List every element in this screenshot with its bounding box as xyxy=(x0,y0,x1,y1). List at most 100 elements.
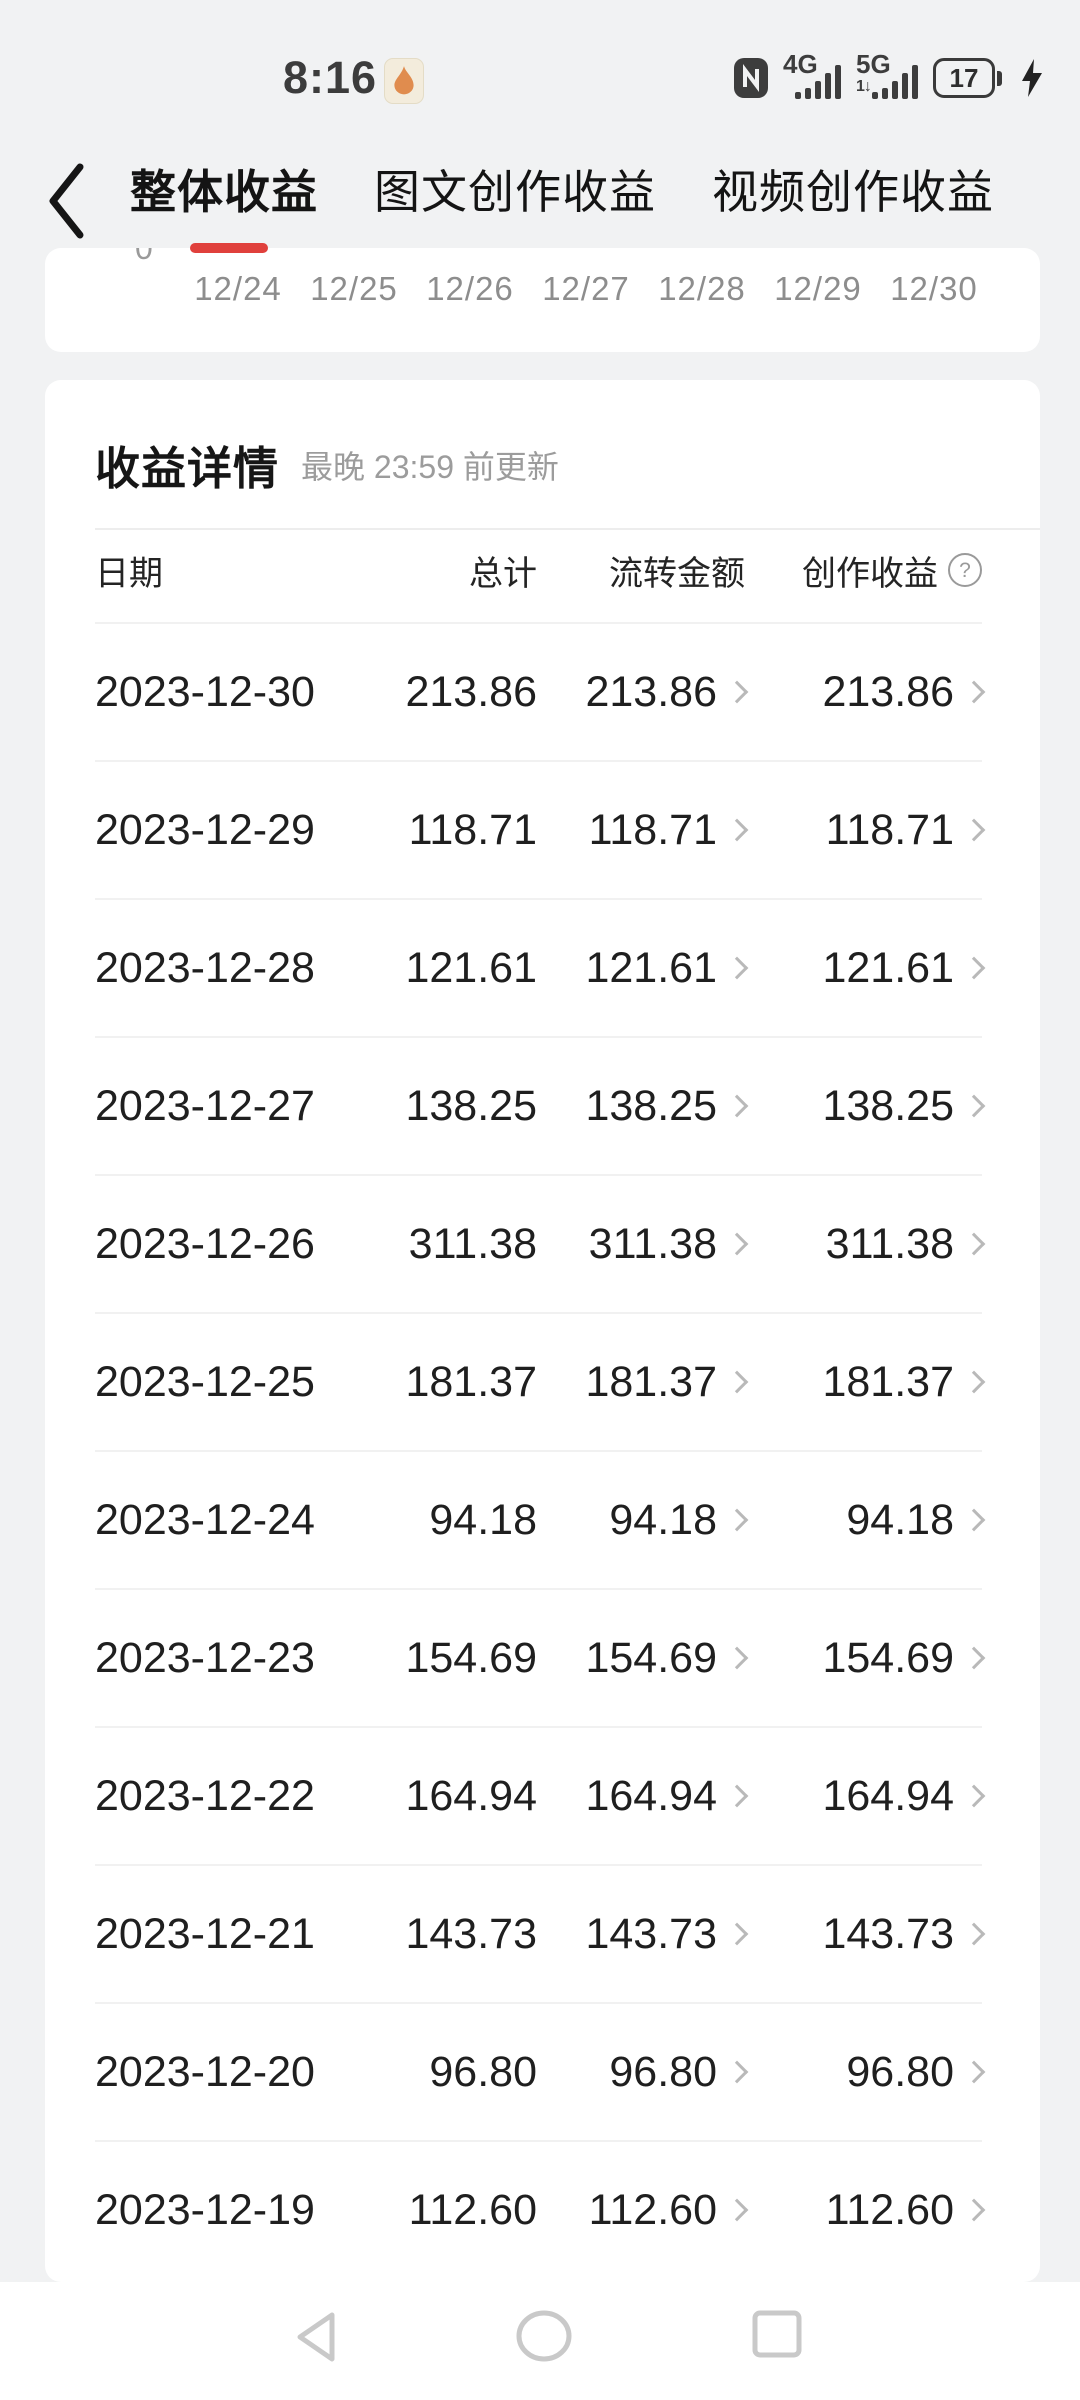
row-flow[interactable]: 143.73 xyxy=(537,1909,749,1959)
row-create[interactable]: 118.71 xyxy=(745,805,986,855)
row-total: 143.73 xyxy=(405,1909,537,1958)
chart-x-axis: 12/24 12/25 12/26 12/27 12/28 12/29 12/3… xyxy=(180,270,992,308)
table-row[interactable]: 2023-12-21 143.73 143.73 143.73 xyxy=(95,1864,986,2002)
table-row[interactable]: 2023-12-26 311.38 311.38 311.38 xyxy=(95,1174,986,1312)
table-row[interactable]: 2023-12-28 121.61 121.61 121.61 xyxy=(95,898,986,1036)
row-create[interactable]: 154.69 xyxy=(745,1633,986,1683)
chart-date-tick: 12/25 xyxy=(310,270,398,307)
back-icon[interactable] xyxy=(40,160,90,242)
col-total-header: 总计 xyxy=(469,554,537,593)
chevron-right-icon xyxy=(962,680,986,704)
row-date: 2023-12-24 xyxy=(95,1495,315,1544)
row-date: 2023-12-19 xyxy=(95,2185,315,2234)
row-flow[interactable]: 121.61 xyxy=(537,944,749,993)
row-create-value: 311.38 xyxy=(825,1219,954,1268)
clock: 8:16 xyxy=(283,52,378,103)
row-flow[interactable]: 154.69 xyxy=(537,1634,749,1683)
nav-recents-icon[interactable] xyxy=(751,2310,803,2358)
chart-card: 0 12/24 12/25 12/26 12/27 12/28 12/29 12… xyxy=(45,248,1040,352)
table-row[interactable]: 2023-12-24 94.18 94.18 94.18 xyxy=(95,1450,986,1588)
row-flow[interactable]: 112.60 xyxy=(537,2185,749,2235)
row-create-value: 121.61 xyxy=(822,943,954,992)
col-create-header: 创作收益 ? xyxy=(745,546,982,595)
table-row[interactable]: 2023-12-19 112.60 112.60 112.60 xyxy=(95,2140,986,2278)
tab-item[interactable]: 整体收益 xyxy=(130,166,318,218)
row-total: 154.69 xyxy=(405,1633,537,1682)
row-create-value: 94.18 xyxy=(846,1495,954,1544)
help-icon[interactable]: ? xyxy=(948,553,982,587)
row-date: 2023-12-28 xyxy=(95,943,315,992)
row-total: 112.60 xyxy=(408,2185,537,2234)
row-flow-value: 164.94 xyxy=(585,1771,717,1820)
tab-item[interactable]: 视频创作收益 xyxy=(712,166,994,218)
row-flow-value: 213.86 xyxy=(585,667,717,716)
table-row[interactable]: 2023-12-22 164.94 164.94 164.94 xyxy=(95,1726,986,1864)
row-total: 213.86 xyxy=(405,667,537,716)
row-create[interactable]: 311.38 xyxy=(745,1219,986,1269)
chart-date-tick: 12/27 xyxy=(542,270,630,307)
row-create-value: 154.69 xyxy=(822,1633,954,1682)
chevron-right-icon xyxy=(962,1094,986,1118)
row-create[interactable]: 138.25 xyxy=(745,1081,986,1131)
tab-item[interactable]: 图文创作收益 xyxy=(374,166,656,218)
row-create[interactable]: 96.80 xyxy=(745,2048,986,2097)
row-create[interactable]: 164.94 xyxy=(745,1772,986,1821)
chart-date-tick: 12/30 xyxy=(890,270,978,307)
nav-back-icon[interactable] xyxy=(291,2310,337,2364)
chevron-right-icon xyxy=(962,956,986,980)
battery-percent: 17 xyxy=(949,62,979,93)
table-row[interactable]: 2023-12-20 96.80 96.80 96.80 xyxy=(95,2002,986,2140)
row-create[interactable]: 213.86 xyxy=(745,667,986,717)
chevron-right-icon xyxy=(962,1508,986,1532)
row-flow[interactable]: 181.37 xyxy=(537,1357,749,1407)
table-row[interactable]: 2023-12-29 118.71 118.71 118.71 xyxy=(95,760,986,898)
row-create[interactable]: 181.37 xyxy=(745,1358,986,1407)
nav-home-icon[interactable] xyxy=(516,2310,572,2362)
signal-bars-1-icon xyxy=(795,65,841,99)
row-flow-value: 143.73 xyxy=(585,1909,717,1958)
row-flow[interactable]: 213.86 xyxy=(537,667,749,717)
chart-date-tick: 12/26 xyxy=(426,270,514,307)
row-create[interactable]: 121.61 xyxy=(745,943,986,993)
row-flow-value: 96.80 xyxy=(609,2047,717,2096)
network-sub-2: 1↓ xyxy=(856,78,872,95)
row-flow[interactable]: 311.38 xyxy=(537,1220,749,1269)
charging-bolt-icon xyxy=(1022,59,1042,97)
table-row[interactable]: 2023-12-27 138.25 138.25 138.25 xyxy=(95,1036,986,1174)
row-flow[interactable]: 96.80 xyxy=(537,2047,749,2097)
signal-bars-2-icon xyxy=(872,65,918,99)
status-icons: 4G 5G 1↓ xyxy=(734,51,1044,100)
col-flow-header: 流转金额 xyxy=(609,554,745,593)
row-flow[interactable]: 94.18 xyxy=(537,1496,749,1545)
row-date: 2023-12-23 xyxy=(95,1633,315,1682)
nfc-icon xyxy=(734,58,768,98)
table-row[interactable]: 2023-12-25 181.37 181.37 181.37 xyxy=(95,1312,986,1450)
chevron-right-icon xyxy=(962,2198,986,2222)
chevron-right-icon xyxy=(962,1646,986,1670)
flame-icon xyxy=(384,58,424,104)
row-create-value: 138.25 xyxy=(822,1081,954,1130)
row-create[interactable]: 94.18 xyxy=(745,1495,986,1545)
chevron-right-icon xyxy=(962,2060,986,2084)
row-create[interactable]: 143.73 xyxy=(745,1910,986,1959)
row-flow[interactable]: 164.94 xyxy=(537,1771,749,1821)
row-flow[interactable]: 118.71 xyxy=(537,806,749,855)
row-total: 181.37 xyxy=(405,1357,537,1406)
update-note: 最晚 23:59 前更新 xyxy=(301,448,559,485)
row-flow-value: 181.37 xyxy=(585,1357,717,1406)
row-flow[interactable]: 138.25 xyxy=(537,1082,749,1131)
battery-indicator: 17 xyxy=(933,58,1002,98)
row-create-value: 213.86 xyxy=(822,667,954,716)
row-create[interactable]: 112.60 xyxy=(745,2186,986,2235)
row-flow-value: 112.60 xyxy=(588,2185,717,2234)
row-date: 2023-12-20 xyxy=(95,2047,315,2096)
table-row[interactable]: 2023-12-23 154.69 154.69 154.69 xyxy=(95,1588,986,1726)
table-row[interactable]: 2023-12-30 213.86 213.86 213.86 xyxy=(95,622,986,760)
col-date-header: 日期 xyxy=(95,554,163,593)
row-total: 94.18 xyxy=(429,1495,537,1544)
row-create-value: 118.71 xyxy=(825,805,954,854)
row-date: 2023-12-27 xyxy=(95,1081,315,1130)
col-create-label: 创作收益 xyxy=(802,554,938,593)
row-date: 2023-12-22 xyxy=(95,1771,315,1820)
